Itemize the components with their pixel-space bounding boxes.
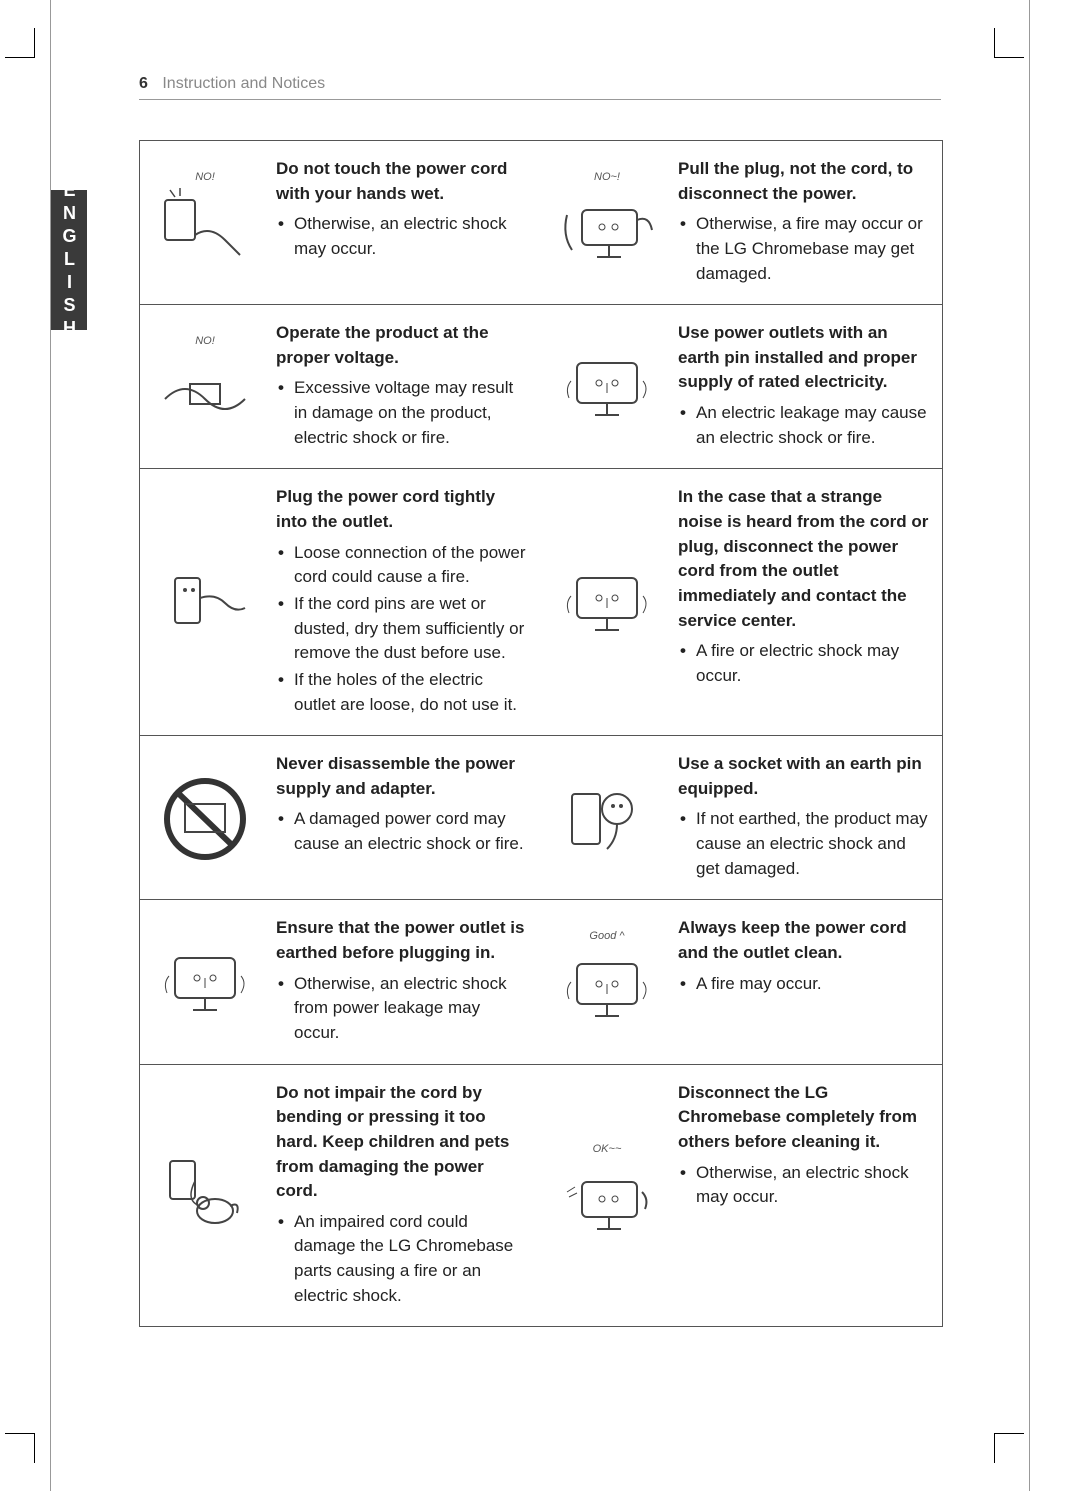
table-row: Plug the power cord tightly into the out… <box>140 469 942 736</box>
instruction-text: Do not touch the power cord with your ha… <box>270 141 542 304</box>
crop-mark <box>994 28 1024 58</box>
instruction-text: Ensure that the power outlet is earthed … <box>270 900 542 1063</box>
warning-icon: NO~! <box>542 141 672 304</box>
bullet: If the holes of the electric outlet are … <box>290 668 528 717</box>
bullet: An impaired cord could damage the LG Chr… <box>290 1210 528 1309</box>
instruction-heading: Ensure that the power outlet is earthed … <box>276 916 528 965</box>
instruction-heading: Use power outlets with an earth pin inst… <box>678 321 930 395</box>
instruction-text: Always keep the power cord and the outle… <box>672 900 944 1063</box>
bullet: A fire or electric shock may occur. <box>692 639 930 688</box>
bullet: If not earthed, the product may cause an… <box>692 807 930 881</box>
bullet: An electric leakage may cause an electri… <box>692 401 930 450</box>
instruction-heading: Do not impair the cord by bending or pre… <box>276 1081 528 1204</box>
instruction-text: Operate the product at the proper voltag… <box>270 305 542 468</box>
page-frame: 6 Instruction and Notices ENGLISH NO!Do … <box>50 0 1030 1491</box>
bullet: Excessive voltage may result in damage o… <box>290 376 528 450</box>
instruction-text: Never disassemble the power supply and a… <box>270 736 542 899</box>
instruction-heading: Use a socket with an earth pin equipped. <box>678 752 930 801</box>
header-title: Instruction and Notices <box>162 75 325 92</box>
warning-icon <box>542 469 672 735</box>
bullet: Otherwise, a fire may occur or the LG Ch… <box>692 212 930 286</box>
bullet: Otherwise, an electric shock may occur. <box>692 1161 930 1210</box>
warning-icon: NO! <box>140 141 270 304</box>
bullet: A fire may occur. <box>692 972 930 997</box>
instruction-heading: Do not touch the power cord with your ha… <box>276 157 528 206</box>
page-header: 6 Instruction and Notices <box>139 75 941 100</box>
warning-icon <box>140 1065 270 1327</box>
instruction-text: Use a socket with an earth pin equipped.… <box>672 736 944 899</box>
bullet: Loose connection of the power cord could… <box>290 541 528 590</box>
bullet: Otherwise, an electric shock from power … <box>290 972 528 1046</box>
instruction-heading: In the case that a strange noise is hear… <box>678 485 930 633</box>
table-row: Ensure that the power outlet is earthed … <box>140 900 942 1064</box>
bullet: Otherwise, an electric shock may occur. <box>290 212 528 261</box>
table-row: Do not impair the cord by bending or pre… <box>140 1065 942 1327</box>
instruction-text: Plug the power cord tightly into the out… <box>270 469 542 735</box>
language-tab: ENGLISH <box>51 190 87 330</box>
page-number: 6 <box>139 75 148 92</box>
instruction-heading: Never disassemble the power supply and a… <box>276 752 528 801</box>
table-row: NO!Operate the product at the proper vol… <box>140 305 942 469</box>
bullet: If the cord pins are wet or dusted, dry … <box>290 592 528 666</box>
instruction-heading: Disconnect the LG Chromebase completely … <box>678 1081 930 1155</box>
instruction-text: Use power outlets with an earth pin inst… <box>672 305 944 468</box>
instruction-text: Disconnect the LG Chromebase completely … <box>672 1065 944 1327</box>
warning-icon: NO! <box>140 305 270 468</box>
warning-icon <box>140 469 270 735</box>
warning-icon: OK~~ <box>542 1065 672 1327</box>
warning-icon <box>140 900 270 1063</box>
table-row: NO!Do not touch the power cord with your… <box>140 141 942 305</box>
instruction-heading: Pull the plug, not the cord, to disconne… <box>678 157 930 206</box>
instruction-heading: Operate the product at the proper voltag… <box>276 321 528 370</box>
instruction-heading: Always keep the power cord and the outle… <box>678 916 930 965</box>
instruction-text: Pull the plug, not the cord, to disconne… <box>672 141 944 304</box>
crop-mark <box>5 28 35 58</box>
bullet: A damaged power cord may cause an electr… <box>290 807 528 856</box>
safety-table: NO!Do not touch the power cord with your… <box>139 140 943 1327</box>
table-row: Never disassemble the power supply and a… <box>140 736 942 900</box>
crop-mark <box>5 1433 35 1463</box>
warning-icon <box>140 736 270 899</box>
instruction-text: In the case that a strange noise is hear… <box>672 469 944 735</box>
warning-icon <box>542 305 672 468</box>
warning-icon <box>542 736 672 899</box>
instruction-heading: Plug the power cord tightly into the out… <box>276 485 528 534</box>
instruction-text: Do not impair the cord by bending or pre… <box>270 1065 542 1327</box>
crop-mark <box>994 1433 1024 1463</box>
warning-icon: Good ^ <box>542 900 672 1063</box>
